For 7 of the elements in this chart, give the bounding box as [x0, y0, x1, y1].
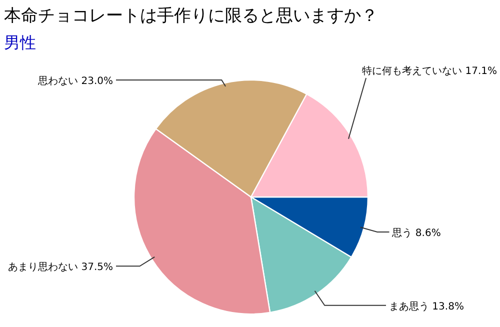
chart-title: 本命チョコレートは手作りに限ると思いますか？	[4, 6, 378, 26]
slice-label: あまり思わない 37.5%	[8, 262, 113, 274]
slice-label: 特に何も考えていない 17.1%	[362, 65, 497, 77]
slice-label: 思う 8.6%	[391, 228, 441, 239]
slice-label: 思わない 23.0%	[37, 76, 113, 87]
chart-subtitle: 男性	[4, 33, 36, 52]
slice-label: まあ思う 13.8%	[389, 301, 464, 312]
